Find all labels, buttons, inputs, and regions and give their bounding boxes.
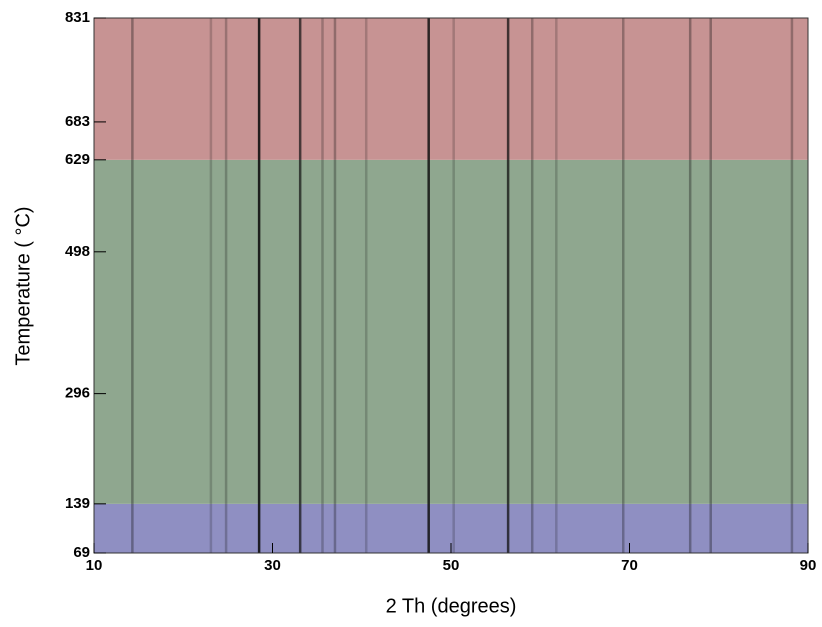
y-tick-label: 831 bbox=[65, 9, 90, 26]
y-tick-label: 498 bbox=[65, 243, 90, 260]
y-tick-label: 683 bbox=[65, 113, 90, 130]
y-axis-title: Temperature ( °C) bbox=[12, 206, 34, 365]
x-tick-label: 10 bbox=[86, 557, 103, 574]
y-tick-label: 139 bbox=[65, 495, 90, 512]
x-axis-title: 2 Th (degrees) bbox=[386, 595, 517, 617]
x-tick-label: 50 bbox=[443, 557, 460, 574]
y-tick-label: 69 bbox=[73, 544, 90, 561]
x-tick-label: 90 bbox=[800, 557, 817, 574]
phase-band bbox=[94, 159, 808, 504]
x-tick-label: 70 bbox=[621, 557, 638, 574]
phase-band bbox=[94, 18, 808, 160]
y-tick-label: 296 bbox=[65, 385, 90, 402]
y-tick-label: 629 bbox=[65, 151, 90, 168]
x-tick-label: 30 bbox=[264, 557, 281, 574]
